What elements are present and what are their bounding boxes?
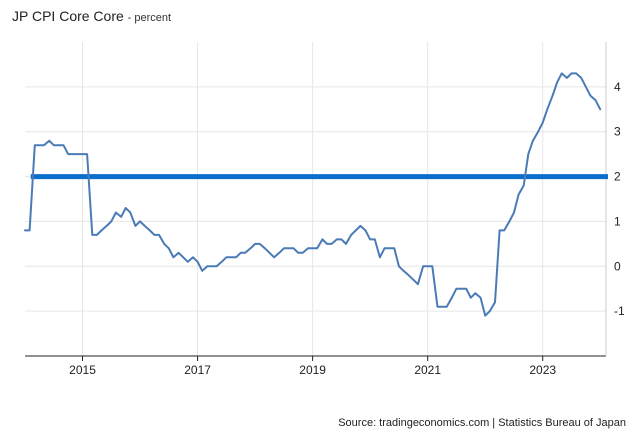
series-layer <box>24 72 602 317</box>
x-tick-label: 2023 <box>529 363 556 377</box>
y-axis-tick-labels: -1 0 1 2 3 4 <box>614 80 625 318</box>
y-tick-label: 3 <box>614 125 621 139</box>
y-tick-label: 2 <box>614 170 621 184</box>
axes <box>25 42 607 361</box>
y-tick-label: 1 <box>614 214 621 228</box>
x-tick-label: 2021 <box>414 363 441 377</box>
y-tick-label: 4 <box>614 80 621 94</box>
chart-title: JP CPI Core Core - percent <box>12 8 171 24</box>
grid-lines <box>25 42 606 356</box>
x-tick-label: 2015 <box>69 363 96 377</box>
y-tick-label: 0 <box>614 259 621 273</box>
source-note: Source: tradingeconomics.com | Statistic… <box>338 417 626 429</box>
chart-title-text: JP CPI Core Core <box>12 8 124 24</box>
x-tick-label: 2017 <box>184 363 211 377</box>
x-tick-label: 2019 <box>299 363 326 377</box>
series-line-cpi-core-core <box>24 72 602 317</box>
x-axis-tick-labels: 2015 2017 2019 2021 2023 <box>69 363 556 377</box>
y-tick-label: -1 <box>614 304 625 318</box>
chart-subtitle: - percent <box>127 12 172 24</box>
